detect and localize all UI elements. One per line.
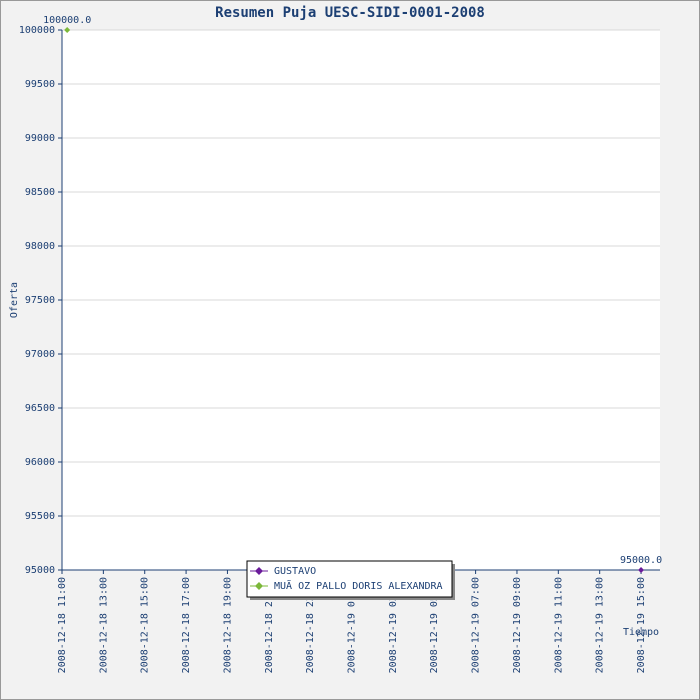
y-tick-label: 99000	[25, 133, 55, 144]
data-label: 100000.0	[43, 15, 91, 26]
legend	[246, 560, 453, 598]
x-tick-label: 2008-12-18 15:00	[140, 577, 151, 673]
x-tick-label: 2008-12-18 21:00	[264, 577, 275, 673]
y-tick-label: 96500	[25, 403, 55, 414]
x-tick-label: 2008-12-19 03:00	[388, 577, 399, 673]
x-tick-label: 2008-12-19 05:00	[429, 577, 440, 673]
x-tick-label: 2008-12-18 11:00	[57, 577, 68, 673]
x-tick-label: 2008-12-18 17:00	[181, 577, 192, 673]
x-tick-label: 2008-12-18 13:00	[98, 577, 109, 673]
data-label: 95000.0	[620, 555, 662, 566]
x-axis-label: Tiempo	[623, 627, 659, 638]
x-tick-label: 2008-12-19 11:00	[553, 577, 564, 673]
y-axis-label: Oferta	[9, 282, 20, 318]
legend-label: MUÃ OZ PALLO DORIS ALEXANDRA	[274, 579, 443, 592]
x-tick-label: 2008-12-18 19:00	[222, 577, 233, 673]
y-tick-label: 100000	[19, 25, 55, 36]
y-tick-label: 98000	[25, 241, 55, 252]
legend-label: GUSTAVO	[274, 566, 316, 577]
y-tick-label: 96000	[25, 457, 55, 468]
legend-marker	[255, 567, 263, 575]
x-tick-label: 2008-12-19 09:00	[512, 577, 523, 673]
x-tick-label: 2008-12-18 23:00	[305, 577, 316, 673]
y-tick-label: 95000	[25, 565, 55, 576]
legend-marker	[255, 582, 263, 590]
chart-title: Resumen Puja UESC-SIDI-0001-2008	[215, 5, 485, 21]
y-tick-label: 95500	[25, 511, 55, 522]
x-tick-label: 2008-12-19 07:00	[471, 577, 482, 673]
x-tick-label: 2008-12-19 13:00	[595, 577, 606, 673]
y-tick-label: 97500	[25, 295, 55, 306]
x-tick-label: 2008-12-19 15:00	[636, 577, 647, 673]
y-tick-label: 97000	[25, 349, 55, 360]
y-tick-label: 98500	[25, 187, 55, 198]
y-tick-label: 99500	[25, 79, 55, 90]
data-point	[638, 567, 645, 573]
data-point	[64, 27, 71, 33]
x-tick-label: 2008-12-19 01:00	[347, 577, 358, 673]
